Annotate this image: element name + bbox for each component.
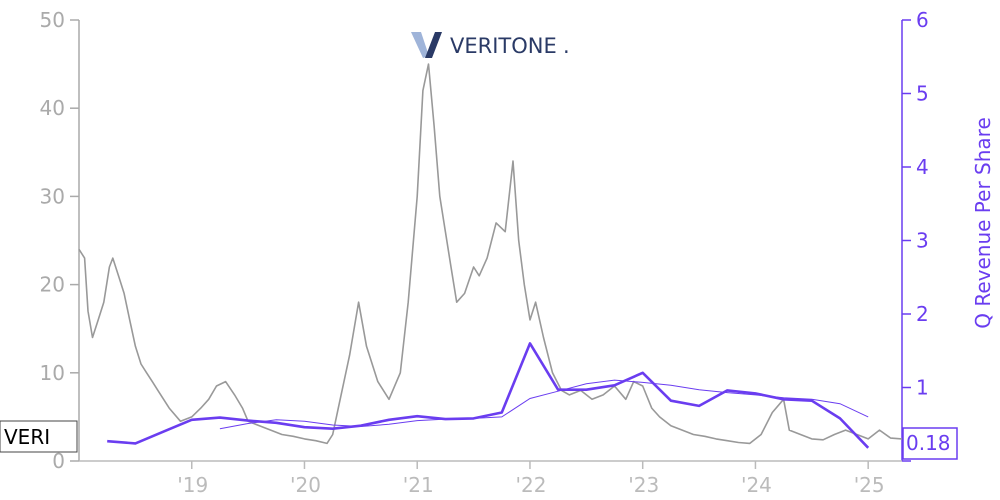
right-tick-label: 4 <box>916 155 929 179</box>
left-tick-label: 0 <box>52 449 65 473</box>
right-tick-label: 5 <box>916 82 929 106</box>
x-tick-label: '22 <box>515 473 546 497</box>
x-tick-label: '19 <box>177 473 208 497</box>
left-tick-label: 20 <box>40 273 65 297</box>
x-tick-label: '21 <box>403 473 434 497</box>
last-value-text: 0.18 <box>906 431 951 455</box>
ticker-label: VERI <box>0 420 78 453</box>
right-axis-ticks: 1 2 3 4 5 6 <box>902 8 929 462</box>
x-tick-label: '24 <box>741 473 772 497</box>
left-tick-label: 30 <box>40 184 65 208</box>
x-tick-label: '23 <box>628 473 659 497</box>
logo-mark-left <box>411 32 429 58</box>
right-axis-title: Q Revenue Per Share <box>971 117 995 329</box>
x-tick-label: '25 <box>854 473 885 497</box>
ticker-label-box <box>0 420 78 453</box>
right-tick-label: 6 <box>916 8 929 32</box>
veritone-logo: VERITONE . <box>411 32 570 58</box>
price-series-line <box>78 63 903 445</box>
left-tick-label: 10 <box>40 361 65 385</box>
series-layer <box>78 63 903 449</box>
right-tick-label: 3 <box>916 229 929 253</box>
left-tick-label: 40 <box>40 96 65 120</box>
last-value-box <box>902 427 958 460</box>
x-tick-label: '20 <box>290 473 321 497</box>
revenue-series-line <box>107 342 870 449</box>
right-tick-label: 2 <box>916 302 929 326</box>
left-axis-ticks: 0 10 20 30 40 50 <box>40 8 79 473</box>
last-value-label: 0.18 <box>902 427 958 460</box>
logo-dot: . <box>563 34 570 58</box>
logo-text: VERITONE <box>450 34 557 58</box>
logo-mark-right <box>425 32 442 58</box>
right-tick-label: 1 <box>916 376 929 400</box>
ticker-label-text: VERI <box>4 425 50 449</box>
x-axis-ticks: '19 '20 '21 '22 '23 '24 '25 <box>177 461 885 497</box>
revenue-trend-line <box>219 379 869 430</box>
left-tick-label: 50 <box>40 8 65 32</box>
